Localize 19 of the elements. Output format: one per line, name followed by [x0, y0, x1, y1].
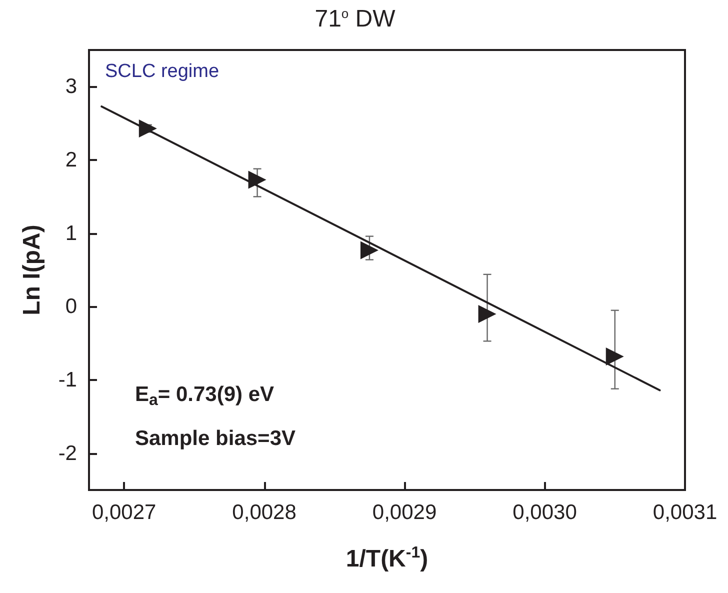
point — [138, 119, 157, 138]
x-tick-label: 0,0029 — [372, 501, 437, 524]
x-tick-label: 0,0027 — [92, 501, 156, 524]
y-tick-label: -1 — [58, 368, 77, 392]
y-tick-label: 0 — [65, 295, 77, 318]
x-tick-label: 0,0031 — [652, 501, 718, 524]
y-axis-title: Ln I(pA) — [18, 224, 46, 316]
point — [360, 241, 378, 260]
y-tick-label: 1 — [65, 222, 77, 245]
point — [606, 348, 624, 366]
y-tick-label: 2 — [65, 148, 77, 172]
annotation: Sample bias=3V — [135, 427, 296, 450]
y-tick-label: 3 — [65, 75, 77, 98]
y-tick-label: -2 — [58, 442, 77, 465]
point — [478, 305, 496, 323]
x-tick-label: 0,0030 — [512, 501, 577, 524]
x-tick-label: 0,0028 — [232, 501, 296, 524]
annotation: SCLC regime — [105, 61, 220, 82]
point — [248, 170, 266, 189]
